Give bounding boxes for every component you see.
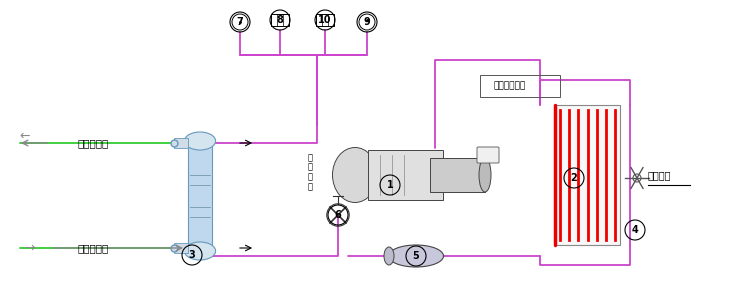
Text: 10: 10 (318, 15, 332, 25)
Text: 载冷剂出口: 载冷剂出口 (78, 138, 110, 148)
Text: 7: 7 (237, 17, 243, 27)
Ellipse shape (388, 245, 443, 267)
Text: 3: 3 (189, 250, 195, 260)
Text: →: → (24, 241, 36, 255)
Bar (174, 243, 188, 253)
Text: 6: 6 (334, 210, 341, 220)
Text: 载冷剂流入: 载冷剂流入 (78, 243, 110, 253)
FancyBboxPatch shape (477, 147, 499, 163)
Text: ←: ← (20, 129, 30, 142)
Text: 低
压
吸
气: 低 压 吸 气 (308, 153, 312, 191)
Text: 8: 8 (277, 15, 283, 25)
Bar (174, 138, 188, 148)
Ellipse shape (332, 147, 377, 203)
Text: 1: 1 (386, 180, 394, 190)
Ellipse shape (384, 247, 394, 265)
Text: 2: 2 (571, 173, 577, 183)
Text: 4: 4 (632, 225, 639, 235)
Bar (430, 158, 485, 192)
Bar (188, 141, 212, 251)
Text: 9: 9 (363, 17, 371, 27)
Text: 高压排气流向: 高压排气流向 (493, 82, 525, 91)
Ellipse shape (184, 242, 215, 260)
Text: 5: 5 (413, 251, 420, 261)
Bar (271, 14, 289, 26)
Bar (368, 150, 443, 200)
Ellipse shape (184, 132, 215, 150)
Bar (316, 14, 334, 26)
Bar (555, 105, 620, 245)
Ellipse shape (479, 158, 491, 192)
Bar (480, 75, 560, 97)
Text: 风向流动: 风向流动 (648, 170, 671, 180)
